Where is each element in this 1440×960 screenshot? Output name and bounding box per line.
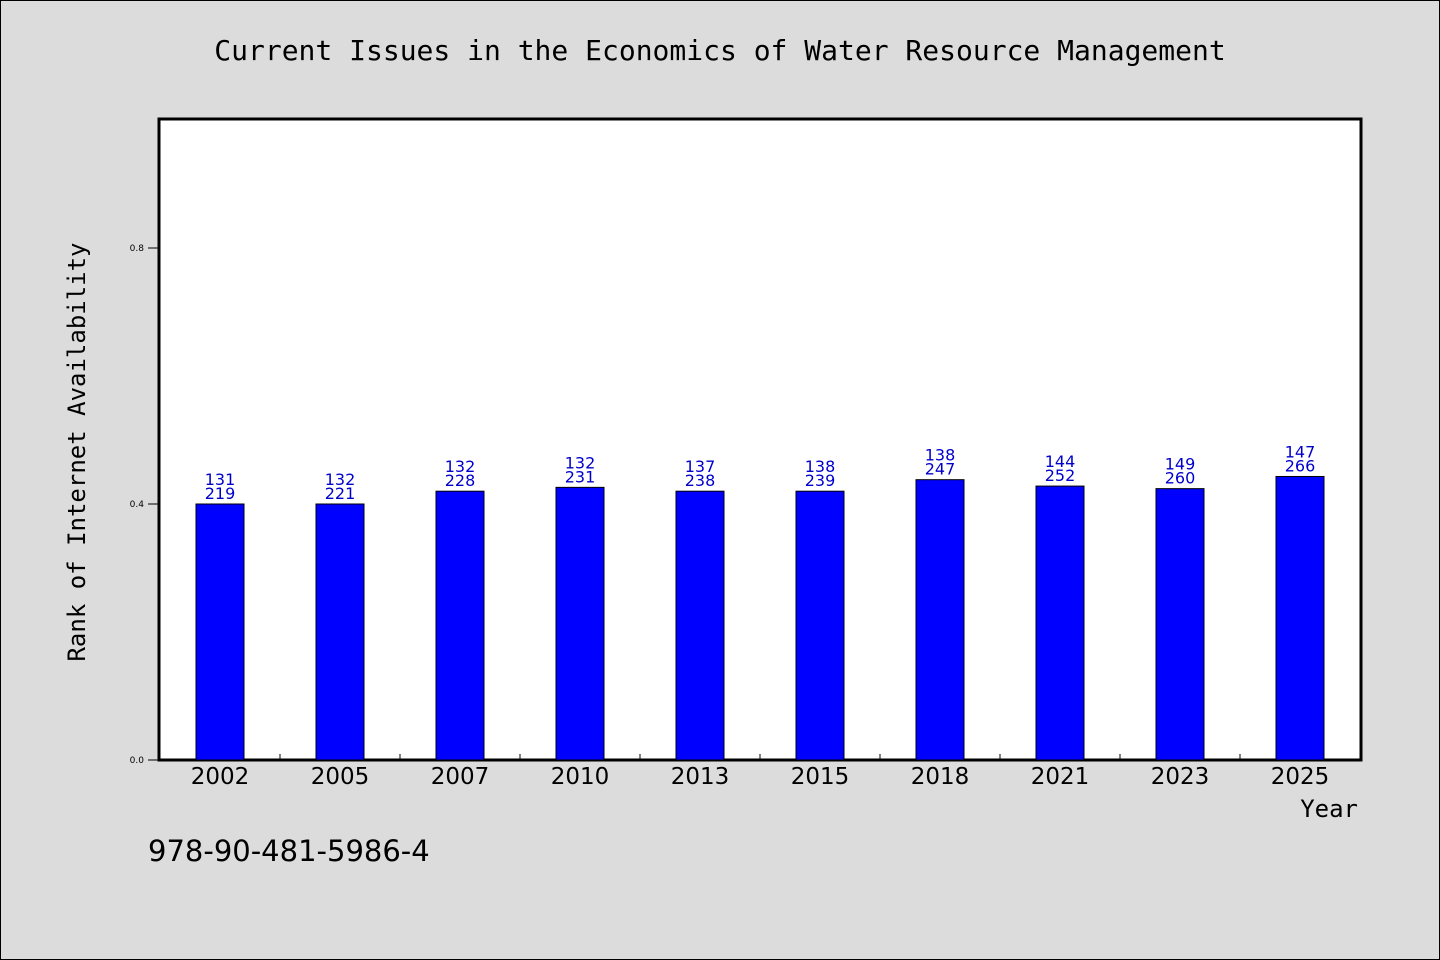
data-label-top-2018: 138 [925, 446, 956, 465]
data-label-bottom-2021: 252 [1045, 466, 1076, 485]
x-axis-label: Year [1300, 795, 1358, 823]
x-tick-label-2002: 2002 [191, 764, 250, 790]
bar-2005 [315, 503, 365, 761]
data-label-top-2013: 137 [685, 457, 716, 476]
y-tick-label-0.4: 0.4 [130, 500, 145, 510]
x-tick-label-2023: 2023 [1151, 764, 1210, 790]
data-label-top-2021: 144 [1045, 452, 1076, 471]
data-label-bottom-2002: 219 [205, 484, 236, 503]
data-label-bottom-2025: 266 [1285, 456, 1316, 475]
x-tick-label-2010: 2010 [551, 764, 610, 790]
isbn-footer: 978-90-481-5986-4 [148, 834, 430, 868]
data-label-bottom-2015: 239 [805, 471, 836, 490]
data-label-bottom-2010: 231 [565, 467, 596, 486]
bar-2002 [195, 503, 245, 761]
x-tick-label-2005: 2005 [311, 764, 370, 790]
data-label-top-2025: 147 [1285, 442, 1316, 461]
x-tick-label-2013: 2013 [671, 764, 730, 790]
y-tick-label-0.8: 0.8 [130, 244, 145, 254]
y-axis-label: Rank of Internet Availability [63, 242, 91, 661]
bar-2015 [795, 490, 845, 761]
data-label-bottom-2018: 247 [925, 460, 956, 479]
bar-2021 [1035, 485, 1085, 761]
x-tick-label-2025: 2025 [1271, 764, 1330, 790]
x-tick-label-2007: 2007 [431, 764, 490, 790]
data-label-top-2023: 149 [1165, 455, 1196, 474]
y-tick-label-0.0: 0.0 [130, 756, 145, 766]
data-label-top-2007: 132 [445, 457, 476, 476]
data-label-bottom-2023: 260 [1165, 469, 1196, 488]
x-tick-label-2015: 2015 [791, 764, 850, 790]
x-tick-label-2018: 2018 [911, 764, 970, 790]
data-label-top-2005: 132 [325, 470, 356, 489]
bar-2007 [435, 490, 485, 761]
data-label-top-2010: 132 [565, 453, 596, 472]
bar-2010 [555, 486, 605, 761]
chart-title: Current Issues in the Economics of Water… [214, 34, 1226, 67]
data-label-bottom-2013: 238 [685, 471, 716, 490]
data-label-top-2015: 138 [805, 457, 836, 476]
bar-2025 [1275, 475, 1325, 761]
bar-2013 [675, 490, 725, 761]
data-label-bottom-2007: 228 [445, 471, 476, 490]
bar-2023 [1155, 488, 1205, 761]
bar-2018 [915, 479, 965, 761]
x-tick-label-2021: 2021 [1031, 764, 1090, 790]
data-label-top-2002: 131 [205, 470, 236, 489]
data-label-bottom-2005: 221 [325, 484, 356, 503]
